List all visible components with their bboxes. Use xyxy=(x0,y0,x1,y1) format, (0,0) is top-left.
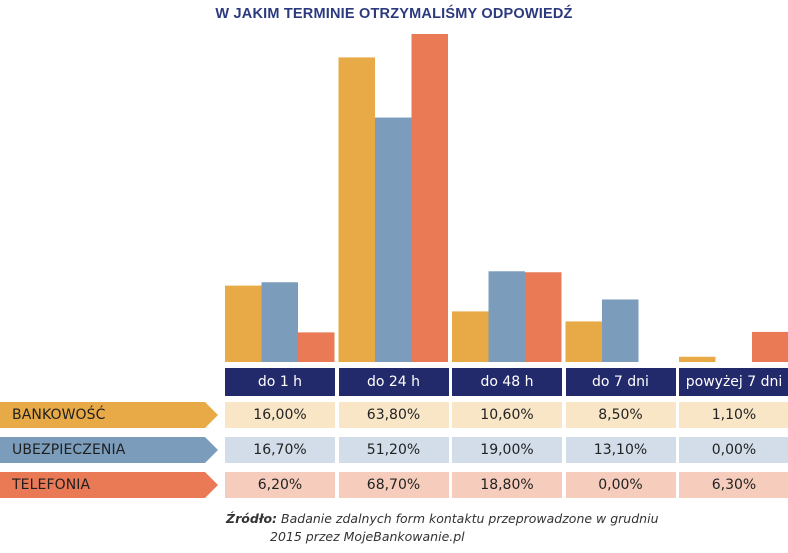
series-label-3: TELEFONIA xyxy=(12,477,91,493)
series-arrow-1 xyxy=(0,402,218,428)
series-arrow-2 xyxy=(0,437,218,463)
source-note: Źródło: Badanie zdalnych form kontaktu p… xyxy=(226,510,746,546)
value-cell-2-3: 19,00% xyxy=(452,437,562,463)
value-cell-2-5: 0,00% xyxy=(679,437,788,463)
value-cell-2-4: 13,10% xyxy=(565,437,676,463)
category-header-row: do 1 h do 24 h do 48 h do 7 dni powyżej 7 dn… xyxy=(0,368,788,396)
series-label-1: BANKOWOŚĆ xyxy=(12,407,106,423)
category-header-2: do 24 h xyxy=(338,368,449,396)
bar-chart xyxy=(225,34,788,363)
value-cell-3-2: 68,70% xyxy=(338,472,449,498)
source-text-line1: Badanie zdalnych form kontaktu przeprowa… xyxy=(281,511,659,526)
bar-2-4 xyxy=(602,299,639,362)
bar-1-2 xyxy=(338,57,375,362)
chart-title: W JAKIM TERMINIE OTRZYMALIŚMY ODPOWIEDŹ xyxy=(215,6,573,22)
bar-1-3 xyxy=(452,311,489,362)
bar-3-3 xyxy=(525,272,562,362)
value-cell-1-3: 10,60% xyxy=(452,402,562,428)
category-header-1: do 1 h xyxy=(225,368,335,396)
series-arrow-shape-2 xyxy=(0,437,218,463)
category-header-3: do 48 h xyxy=(452,368,562,396)
bar-3-1 xyxy=(298,332,335,362)
bar-2-1 xyxy=(261,282,298,362)
series-row-3: TELEFONIA 6,20% 68,70% 18,80% 0,00% 6,30% xyxy=(0,472,788,498)
category-header-5: powyżej 7 dni xyxy=(679,368,788,396)
value-cell-1-5: 1,10% xyxy=(679,402,788,428)
value-cell-2-1: 16,70% xyxy=(225,437,335,463)
value-cell-3-4: 0,00% xyxy=(565,472,676,498)
source-label: Źródło: xyxy=(226,511,278,526)
value-cell-2-2: 51,20% xyxy=(338,437,449,463)
value-cell-1-2: 63,80% xyxy=(338,402,449,428)
source-text-line2: 2015 przez MojeBankowanie.pl xyxy=(270,529,465,544)
series-row-1: BANKOWOŚĆ 16,00% 63,80% 10,60% 8,50% 1,10% xyxy=(0,402,788,428)
bar-2-2 xyxy=(375,117,412,363)
series-arrow-shape-3 xyxy=(0,472,218,498)
series-arrow-3 xyxy=(0,472,218,498)
value-cell-1-4: 8,50% xyxy=(565,402,676,428)
bar-1-4 xyxy=(565,321,602,362)
bar-2-3 xyxy=(488,271,525,362)
category-header-4: do 7 dni xyxy=(565,368,676,396)
value-cell-3-3: 18,80% xyxy=(452,472,562,498)
value-cell-1-1: 16,00% xyxy=(225,402,335,428)
bar-1-1 xyxy=(225,285,262,362)
bar-3-5 xyxy=(752,331,788,362)
series-arrow-shape-1 xyxy=(0,402,218,428)
bar-3-2 xyxy=(411,34,448,362)
bar-1-5 xyxy=(679,356,716,362)
value-cell-3-5: 6,30% xyxy=(679,472,788,498)
series-row-2: UBEZPIECZENIA 16,70% 51,20% 19,00% 13,10% 0,0… xyxy=(0,437,788,463)
value-cell-3-1: 6,20% xyxy=(225,472,335,498)
series-label-2: UBEZPIECZENIA xyxy=(12,442,126,458)
